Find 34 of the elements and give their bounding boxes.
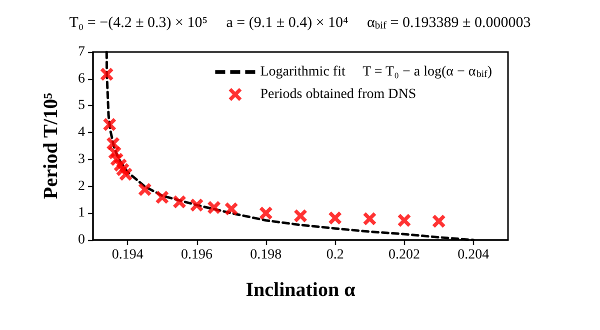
y-tick-label: 7 bbox=[78, 44, 85, 60]
point bbox=[119, 168, 132, 181]
point bbox=[156, 190, 169, 204]
point bbox=[363, 212, 376, 226]
point bbox=[138, 183, 152, 196]
x-tick-label: 0.202 bbox=[388, 248, 420, 262]
chart-title: T₀ = −(4.2 ± 0.3) × 10⁵ a = (9.1 ± 0.4) × 10⁴ αbif = 0.193389 ± 0.000003 bbox=[69, 15, 531, 32]
x-tick-label: 0.204 bbox=[458, 248, 490, 262]
point bbox=[172, 195, 186, 208]
legend-label: Logarithmic fit T = T₀ − a log(α − αbif) bbox=[260, 64, 492, 80]
legend-label: Periods obtained from DNS bbox=[260, 86, 416, 102]
point bbox=[398, 214, 411, 227]
point bbox=[208, 201, 221, 214]
point bbox=[259, 206, 272, 220]
y-tick-label: 1 bbox=[78, 206, 85, 221]
y-tick-label: 2 bbox=[78, 178, 85, 194]
y-tick-label: 5 bbox=[78, 98, 85, 114]
y-tick-label: 3 bbox=[78, 152, 85, 167]
x-tick-label: 0.194 bbox=[112, 248, 144, 262]
x-axis-title: Inclination α bbox=[246, 279, 356, 301]
x-tick-label: 0.196 bbox=[181, 248, 212, 262]
point bbox=[294, 209, 307, 222]
point bbox=[103, 118, 116, 132]
y-tick-label: 4 bbox=[78, 125, 85, 140]
point bbox=[432, 214, 446, 228]
y-axis-title: Period T/10⁵ bbox=[40, 92, 62, 200]
point bbox=[224, 202, 238, 216]
x-tick-label: 0.198 bbox=[250, 248, 282, 262]
y-tick-label: 0 bbox=[78, 232, 85, 248]
point bbox=[100, 68, 114, 81]
point bbox=[328, 211, 342, 224]
x-tick-label: 0.2 bbox=[326, 248, 344, 262]
y-tick-label: 6 bbox=[78, 71, 85, 86]
point bbox=[190, 198, 204, 212]
